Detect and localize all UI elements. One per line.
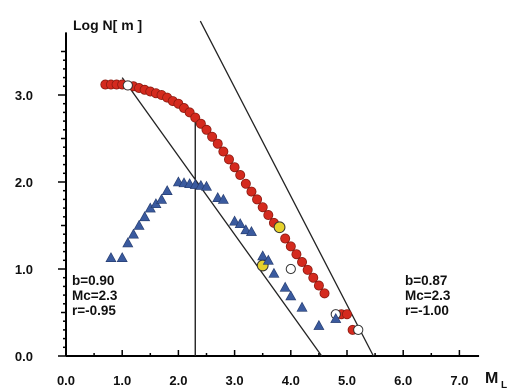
axis-layer	[58, 32, 480, 357]
blue-triangle-point	[200, 180, 213, 191]
y-tick-label: 1.0	[15, 262, 33, 277]
blue-triangle-point	[257, 250, 269, 261]
x-tick-label: 1.0	[113, 373, 131, 388]
red-circle-point	[190, 112, 201, 123]
x-tick-label: 7.0	[450, 373, 468, 388]
red-circle-point	[257, 202, 268, 213]
y-tick-label: 3.0	[15, 88, 33, 103]
red-circle-point	[218, 146, 229, 157]
red-circle-point	[212, 138, 223, 149]
red-circle-point	[223, 154, 234, 165]
labels-layer: 0.0 1.0 2.0 3.0 4.0 5.0 6.0 7.0 0.0 1.0 2.0 3.0 Log …	[15, 17, 507, 390]
blue-triangle-point	[217, 193, 229, 204]
blue-triangle-point	[279, 281, 291, 292]
x-tick-label: 5.0	[338, 373, 356, 388]
fit-line-1	[121, 77, 323, 357]
red-circle-point	[313, 280, 324, 291]
x-axis-label-subscript: L	[501, 380, 507, 390]
y-tick-label: 2.0	[15, 175, 33, 190]
y-tick-label: 0.0	[15, 349, 33, 364]
blue-triangle-point	[245, 225, 257, 236]
red-circle-point	[263, 210, 274, 221]
red-circle-point	[297, 257, 308, 268]
x-tick-label: 2.0	[169, 373, 187, 388]
blue-triangle-point	[268, 267, 280, 278]
blue-triangle-point	[127, 228, 139, 239]
annotation-left-line: b=0.90	[72, 273, 114, 288]
red-circle-point	[252, 194, 263, 205]
red-circle-point	[285, 241, 296, 252]
red-circle-point	[201, 124, 212, 135]
red-circle-point	[291, 249, 302, 260]
red-circle-point	[308, 272, 319, 283]
red-circle-point	[319, 288, 330, 299]
red-circle-point	[235, 170, 246, 181]
x-tick-label: 3.0	[226, 373, 244, 388]
blue-triangle-point	[122, 237, 134, 248]
red-circle-point	[302, 264, 313, 275]
open-circle-point	[285, 263, 296, 275]
open-circle-point	[353, 324, 364, 335]
annotation-left-line: r=-0.95	[72, 303, 116, 318]
red-circle-point	[229, 162, 240, 173]
blue-triangle-point	[285, 290, 297, 301]
blue-triangle-point	[116, 252, 128, 262]
blue-triangle-point	[296, 301, 308, 312]
yellow-circle-point	[273, 221, 286, 234]
red-circle-point	[246, 186, 257, 197]
x-tick-label: 0.0	[57, 373, 75, 388]
annotation-right-line: r=-1.00	[405, 303, 449, 318]
blue-triangle-point	[156, 193, 168, 204]
blue-triangle-point	[330, 312, 342, 323]
blue-triangle-point	[229, 215, 241, 226]
annotation-left-line: Mc=2.3	[72, 288, 118, 303]
blue-triangle-point	[234, 218, 246, 229]
red-circle-point	[207, 131, 218, 142]
blue-triangle-point	[161, 185, 173, 195]
annotation-right-line: b=0.87	[405, 273, 447, 288]
y-axis-label: Log N[ m ]	[73, 17, 142, 33]
x-tick-label: 4.0	[282, 373, 300, 388]
blue-triangle-point	[262, 254, 274, 265]
open-circle-point	[122, 80, 133, 91]
red-circle-point	[341, 309, 352, 320]
annotation-right-line: Mc=2.3	[405, 288, 451, 303]
red-circle-point	[240, 178, 251, 189]
fit-line-2	[199, 20, 374, 357]
x-axis-label: M	[485, 370, 498, 387]
blue-triangle-point	[133, 219, 145, 230]
blue-triangle-point	[105, 252, 117, 262]
data-points-layer	[100, 79, 364, 335]
blue-triangle-point	[139, 211, 151, 222]
x-tick-label: 6.0	[394, 373, 412, 388]
red-circle-point	[195, 118, 206, 129]
red-circle-point	[280, 233, 291, 244]
blue-triangle-point	[313, 319, 325, 330]
fit-lines-layer	[121, 20, 374, 357]
